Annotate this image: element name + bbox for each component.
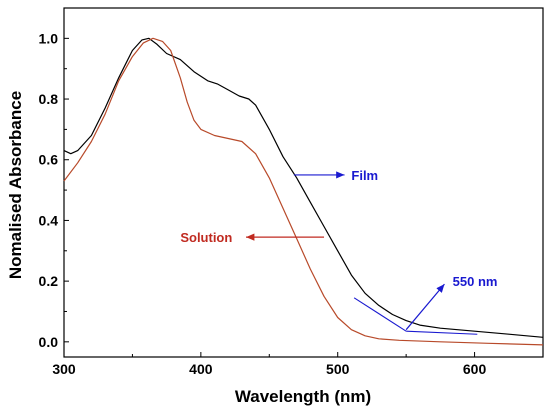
y-tick-label: 0.6: [39, 152, 59, 168]
annotation-guide-line: [406, 330, 478, 335]
y-tick-label: 0.0: [39, 334, 59, 350]
plot-frame: [63, 7, 544, 358]
y-tick-label: 0.2: [39, 273, 59, 289]
series-layer: [63, 37, 544, 346]
x-tick-label: 400: [189, 361, 213, 377]
annotation-layer: Film Solution 550 nm: [180, 168, 498, 335]
annotation-label-film: Film: [351, 168, 378, 183]
y-tick-label: 0.4: [39, 212, 59, 228]
annotation-guide-line: [353, 297, 407, 332]
x-tick-label: 600: [463, 361, 487, 377]
axis-ticks: 300 400 500 600 0.0 0.2 0.4 0.6 0.8 1.0: [39, 30, 487, 377]
x-tick-label: 500: [326, 361, 350, 377]
y-tick-label: 0.8: [39, 91, 59, 107]
series-line-solution: [63, 37, 544, 346]
annotation-label-solution: Solution: [180, 230, 232, 245]
x-axis-title: Wavelength (nm): [235, 387, 371, 406]
annotation-label-550-nm: 550 nm: [453, 274, 498, 289]
y-axis-title: Nomalised Absorbance: [6, 91, 25, 279]
annotation-arrow-550-nm: [405, 283, 445, 331]
series-line-film: [63, 37, 544, 338]
x-tick-label: 300: [52, 361, 76, 377]
y-tick-label: 1.0: [39, 30, 59, 46]
